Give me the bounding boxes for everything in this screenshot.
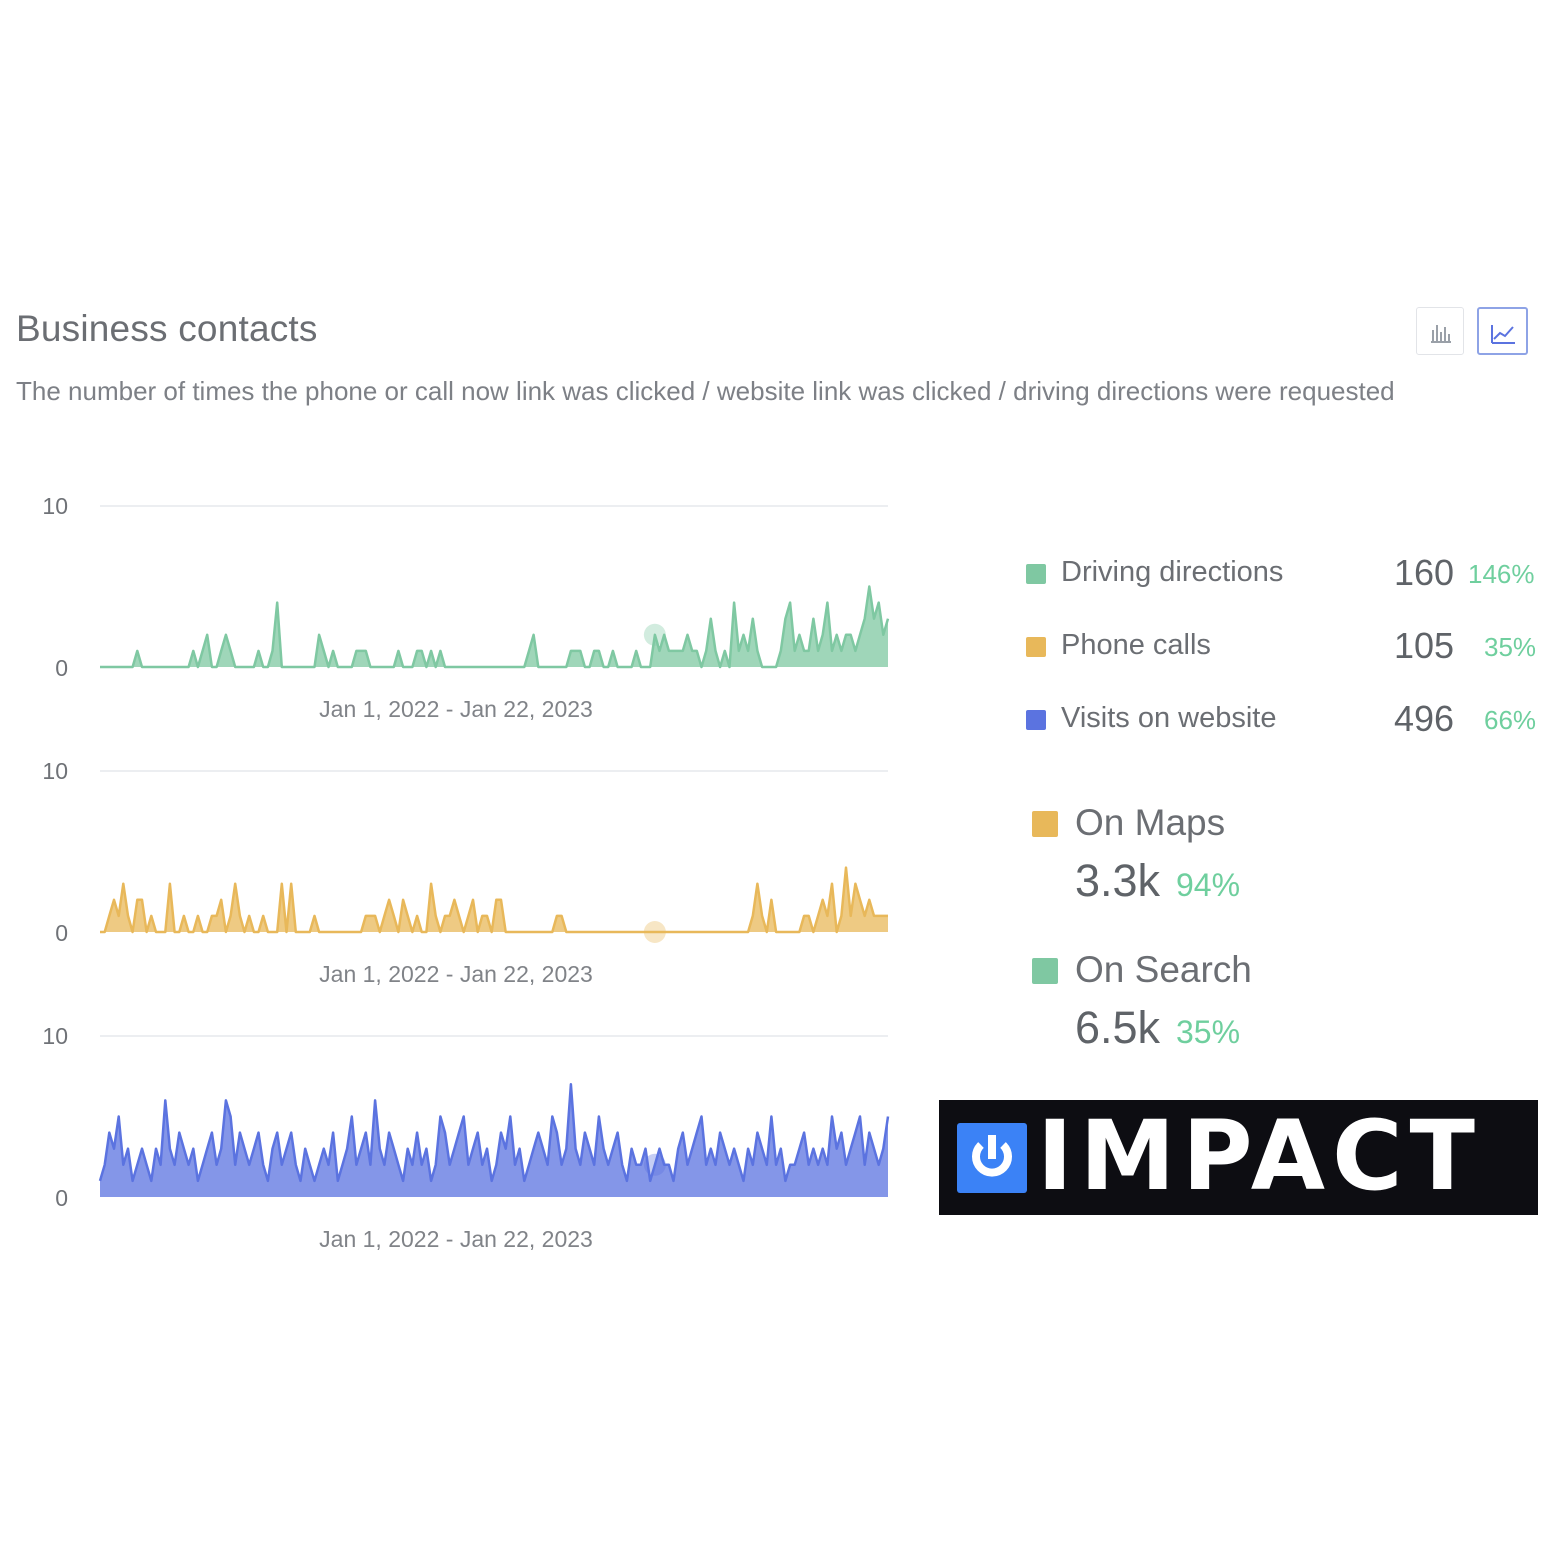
legend-value: 105	[1394, 625, 1455, 666]
hover-marker[interactable]	[643, 623, 666, 646]
source-value: 6.5k	[1075, 1002, 1161, 1053]
y-tick-label: 0	[55, 655, 68, 681]
impact-logo: IMPACT	[939, 1100, 1538, 1215]
power-icon	[957, 1123, 1027, 1193]
hover-marker[interactable]	[643, 1153, 666, 1176]
legend-change: 146%	[1468, 559, 1535, 589]
legend-swatch	[1026, 710, 1046, 730]
y-tick-label: 0	[55, 1185, 68, 1211]
date-range-label: Jan 1, 2022 - Jan 22, 2023	[319, 961, 593, 987]
legend-value: 160	[1394, 552, 1455, 593]
series-area-visits-on-website	[100, 1084, 888, 1197]
page-subtitle: The number of times the phone or call no…	[16, 376, 1395, 406]
y-tick-label: 10	[42, 1023, 68, 1049]
source-label: On Search	[1075, 949, 1252, 990]
hover-marker[interactable]	[643, 921, 666, 943]
line-chart-icon	[1491, 325, 1515, 344]
y-tick-label: 10	[42, 758, 68, 784]
y-tick-label: 0	[55, 920, 68, 946]
source-change: 94%	[1176, 867, 1241, 903]
legend-swatch	[1026, 564, 1046, 584]
source-swatch	[1032, 958, 1058, 984]
legend-label: Phone calls	[1061, 629, 1211, 661]
series-line-visits-on-website	[98, 1083, 890, 1183]
source-label: On Maps	[1075, 802, 1226, 843]
source-swatch	[1032, 811, 1058, 837]
legend-change: 35%	[1484, 632, 1537, 662]
source-value: 3.3k	[1075, 855, 1161, 906]
bar-view-button[interactable]	[1416, 307, 1464, 355]
source-change: 35%	[1176, 1014, 1241, 1050]
date-range-label: Jan 1, 2022 - Jan 22, 2023	[319, 1226, 593, 1252]
legend-label: Visits on website	[1061, 702, 1277, 734]
legend-value: 496	[1394, 698, 1455, 739]
impact-wordmark: IMPACT	[1037, 1100, 1483, 1212]
series-line-driving-directions	[100, 585, 890, 669]
series-area-driving-directions	[100, 586, 888, 667]
bar-chart-icon	[1431, 325, 1451, 343]
legend-label: Driving directions	[1061, 556, 1284, 588]
series-line-phone-calls	[100, 866, 888, 934]
legend-swatch	[1026, 637, 1046, 657]
contacts-charts: 10 0 Jan 1, 2022 - Jan 22, 2023 10 0 Jan 1, 2…	[42, 493, 890, 1252]
line-view-button[interactable]	[1477, 307, 1528, 355]
page-title: Business contacts	[16, 308, 318, 349]
y-tick-label: 10	[42, 493, 68, 519]
date-range-label: Jan 1, 2022 - Jan 22, 2023	[319, 696, 593, 722]
legend-change: 66%	[1484, 705, 1537, 735]
